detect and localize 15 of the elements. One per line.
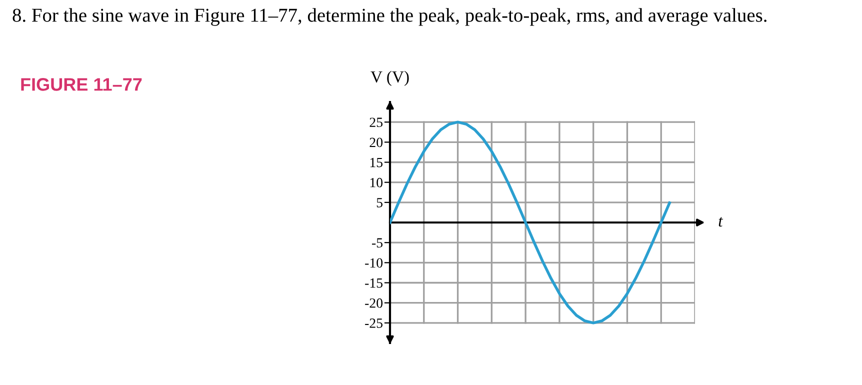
y-tick-label: 20	[370, 138, 383, 148]
y-axis-title: V (V)	[370, 70, 409, 86]
y-tick-label: 25	[370, 118, 383, 128]
y-tick-label: -20	[365, 298, 383, 308]
y-tick-label: -10	[365, 258, 383, 268]
text: FIGURE 11–77	[21, 78, 142, 91]
y-tick-label: 5	[376, 198, 383, 208]
line-series	[390, 120, 671, 324]
chart-title: 8. For the sine wave in Figure 11–77, determine the peak, peak-to-peak, rms, and average values.	[12, 8, 766, 26]
x-axis-title: t	[718, 217, 724, 227]
y-tick-label: -25	[365, 318, 383, 328]
y-tick-label: -5	[372, 238, 383, 248]
y-tick-label: 15	[370, 158, 383, 168]
y-tick-label: -15	[365, 278, 383, 288]
y-tick-label: 10	[370, 178, 383, 188]
